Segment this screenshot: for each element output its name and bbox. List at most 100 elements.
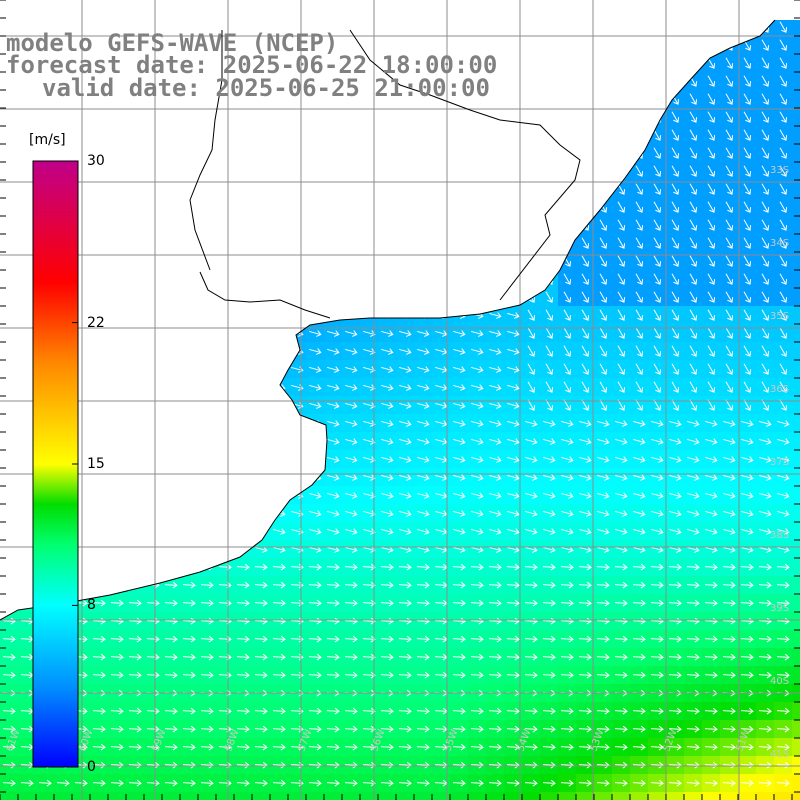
wind-arrow bbox=[309, 456, 322, 463]
wind-arrow bbox=[2, 779, 16, 787]
wind-arrow bbox=[689, 309, 698, 321]
wind-arrow bbox=[309, 492, 322, 499]
wind-arrow bbox=[686, 743, 700, 751]
latitude-label: 37S bbox=[770, 457, 789, 468]
wind-arrow bbox=[527, 39, 536, 51]
wind-arrow bbox=[273, 528, 286, 535]
wind-arrow bbox=[776, 761, 790, 769]
wind-arrow bbox=[489, 150, 502, 157]
wind-arrow bbox=[345, 204, 358, 211]
wind-arrow bbox=[3, 132, 16, 139]
wind-arrow bbox=[110, 581, 124, 589]
wind-arrow bbox=[740, 671, 754, 679]
wind-arrow bbox=[201, 132, 214, 139]
wind-arrow bbox=[704, 725, 718, 733]
wind-arrow bbox=[398, 635, 412, 643]
wind-arrow bbox=[669, 420, 682, 427]
wind-arrow bbox=[236, 779, 250, 787]
wind-arrow bbox=[507, 546, 520, 553]
wind-arrow bbox=[545, 399, 554, 411]
wind-arrow bbox=[183, 456, 196, 463]
wind-arrow bbox=[345, 294, 358, 301]
wind-arrow bbox=[578, 671, 592, 679]
wind-arrow bbox=[615, 456, 628, 463]
wind-arrow bbox=[201, 528, 214, 535]
wind-arrow bbox=[758, 707, 772, 715]
wind-arrow bbox=[650, 599, 664, 607]
river-plate-coast bbox=[189, 30, 331, 319]
latitude-label: 36S bbox=[770, 384, 789, 395]
wind-arrow bbox=[200, 707, 214, 715]
wind-arrow bbox=[653, 345, 662, 357]
wind-arrow bbox=[110, 653, 124, 661]
wind-arrow bbox=[635, 219, 644, 231]
wind-arrow bbox=[471, 510, 484, 517]
wind-arrow bbox=[92, 599, 106, 607]
wind-arrow bbox=[237, 492, 250, 499]
wind-arrow bbox=[725, 327, 734, 339]
wind-arrow bbox=[345, 222, 358, 229]
wind-arrow bbox=[399, 510, 412, 517]
wind-arrow bbox=[165, 384, 178, 391]
wind-arrow bbox=[111, 420, 124, 427]
wind-arrow bbox=[563, 129, 572, 141]
wind-arrow bbox=[779, 363, 788, 375]
wind-arrow bbox=[525, 420, 538, 427]
wind-arrow bbox=[327, 294, 340, 301]
wind-arrow bbox=[740, 761, 754, 769]
wind-arrow bbox=[650, 725, 664, 733]
wind-arrow bbox=[110, 779, 124, 787]
wind-arrow bbox=[399, 42, 412, 49]
wind-arrow bbox=[563, 39, 572, 51]
wind-arrow bbox=[632, 707, 646, 715]
wind-arrow bbox=[578, 563, 592, 571]
wind-arrow bbox=[111, 204, 124, 211]
wind-arrow bbox=[671, 381, 680, 393]
wind-arrow bbox=[758, 635, 772, 643]
wind-arrow bbox=[272, 743, 286, 751]
wind-arrow bbox=[581, 129, 590, 141]
wind-arrow bbox=[707, 21, 716, 33]
wind-arrow bbox=[687, 528, 700, 535]
wind-arrow bbox=[689, 255, 698, 267]
wind-arrow bbox=[255, 150, 268, 157]
wind-arrow bbox=[164, 599, 178, 607]
wind-arrow bbox=[165, 258, 178, 265]
wind-arrow bbox=[452, 707, 466, 715]
wind-arrow bbox=[200, 779, 214, 787]
wind-arrow bbox=[147, 240, 160, 247]
wind-arrow bbox=[452, 581, 466, 589]
wind-arrow bbox=[147, 222, 160, 229]
wind-arrow bbox=[759, 2, 770, 15]
wind-arrow bbox=[671, 201, 680, 213]
wind-arrow bbox=[380, 653, 394, 661]
colorbar-tick-label: 0 bbox=[87, 759, 96, 775]
wind-arrow bbox=[707, 309, 716, 321]
wind-arrow bbox=[146, 761, 160, 769]
wind-arrow bbox=[761, 255, 770, 267]
wind-arrow bbox=[165, 240, 178, 247]
wind-arrow bbox=[327, 546, 340, 553]
wind-arrow bbox=[327, 366, 340, 373]
wind-arrow bbox=[671, 183, 680, 195]
wind-arrow bbox=[3, 258, 16, 265]
wind-arrow bbox=[689, 345, 698, 357]
wind-arrow bbox=[344, 707, 358, 715]
wind-arrow bbox=[3, 402, 16, 409]
wind-arrow bbox=[527, 363, 536, 375]
wind-arrow bbox=[21, 366, 34, 373]
wind-arrow bbox=[182, 725, 196, 733]
wind-arrow bbox=[599, 21, 608, 33]
wind-arrow bbox=[723, 2, 734, 15]
wind-arrow bbox=[417, 168, 430, 175]
wind-arrow bbox=[707, 165, 716, 177]
wind-arrow bbox=[489, 528, 502, 535]
wind-arrow bbox=[779, 255, 788, 267]
wind-arrow bbox=[219, 312, 232, 319]
wind-arrow bbox=[653, 57, 662, 69]
wind-arrow bbox=[201, 312, 214, 319]
wind-arrow bbox=[635, 183, 644, 195]
wind-arrow bbox=[527, 237, 536, 249]
wind-arrow bbox=[599, 309, 608, 321]
wind-arrow bbox=[597, 546, 610, 553]
